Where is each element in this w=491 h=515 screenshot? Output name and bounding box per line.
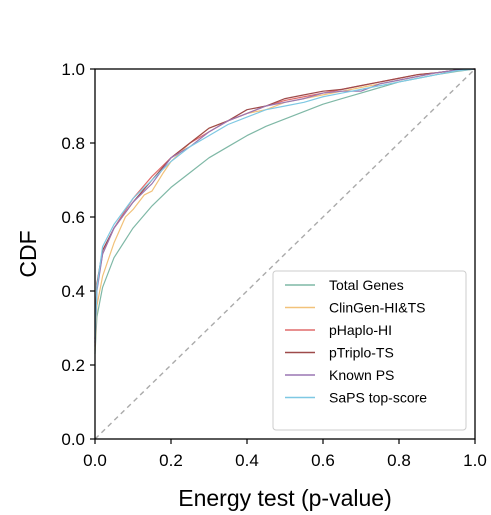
legend-label-2: pHaplo-HI [329, 322, 392, 338]
legend-label-3: pTriplo-TS [329, 345, 394, 361]
legend-label-1: ClinGen-HI&TS [329, 300, 425, 316]
x-tick-label: 1.0 [463, 451, 487, 470]
y-tick-label: 0.0 [61, 430, 85, 449]
y-tick-label: 0.4 [61, 282, 85, 301]
series-line-4 [94, 68, 476, 347]
legend: Total Genes ClinGen-HI&TS pHaplo-HI pTriplo… [272, 270, 467, 431]
plot-area [94, 68, 476, 440]
legend-box [272, 270, 467, 431]
x-tick-label: 0.6 [311, 451, 335, 470]
legend-label-5: SaPS top-score [329, 390, 427, 406]
y-tick-label: 0.8 [61, 134, 85, 153]
reference-diagonal-line [94, 68, 476, 440]
y-axis-label: CDF [15, 230, 41, 277]
legend-label-0: Total Genes [329, 277, 404, 293]
x-tick-label: 0.2 [159, 451, 183, 470]
x-axis-label: Energy test (p-value) [178, 485, 391, 511]
legend-label-4: Known PS [329, 367, 394, 383]
y-tick-label: 0.2 [61, 356, 85, 375]
x-tick-label: 0.0 [83, 451, 107, 470]
series-line-5 [94, 68, 476, 343]
plot-frame [94, 68, 476, 440]
x-tick-label: 0.8 [387, 451, 411, 470]
axes: 0.0 0.2 0.4 0.6 0.8 1.0 0.0 0.2 0.4 0.6 0.8 1.0 [61, 60, 486, 470]
x-tick-label: 0.4 [235, 451, 259, 470]
y-tick-label: 0.6 [61, 208, 85, 227]
y-tick-label: 1.0 [61, 60, 85, 79]
